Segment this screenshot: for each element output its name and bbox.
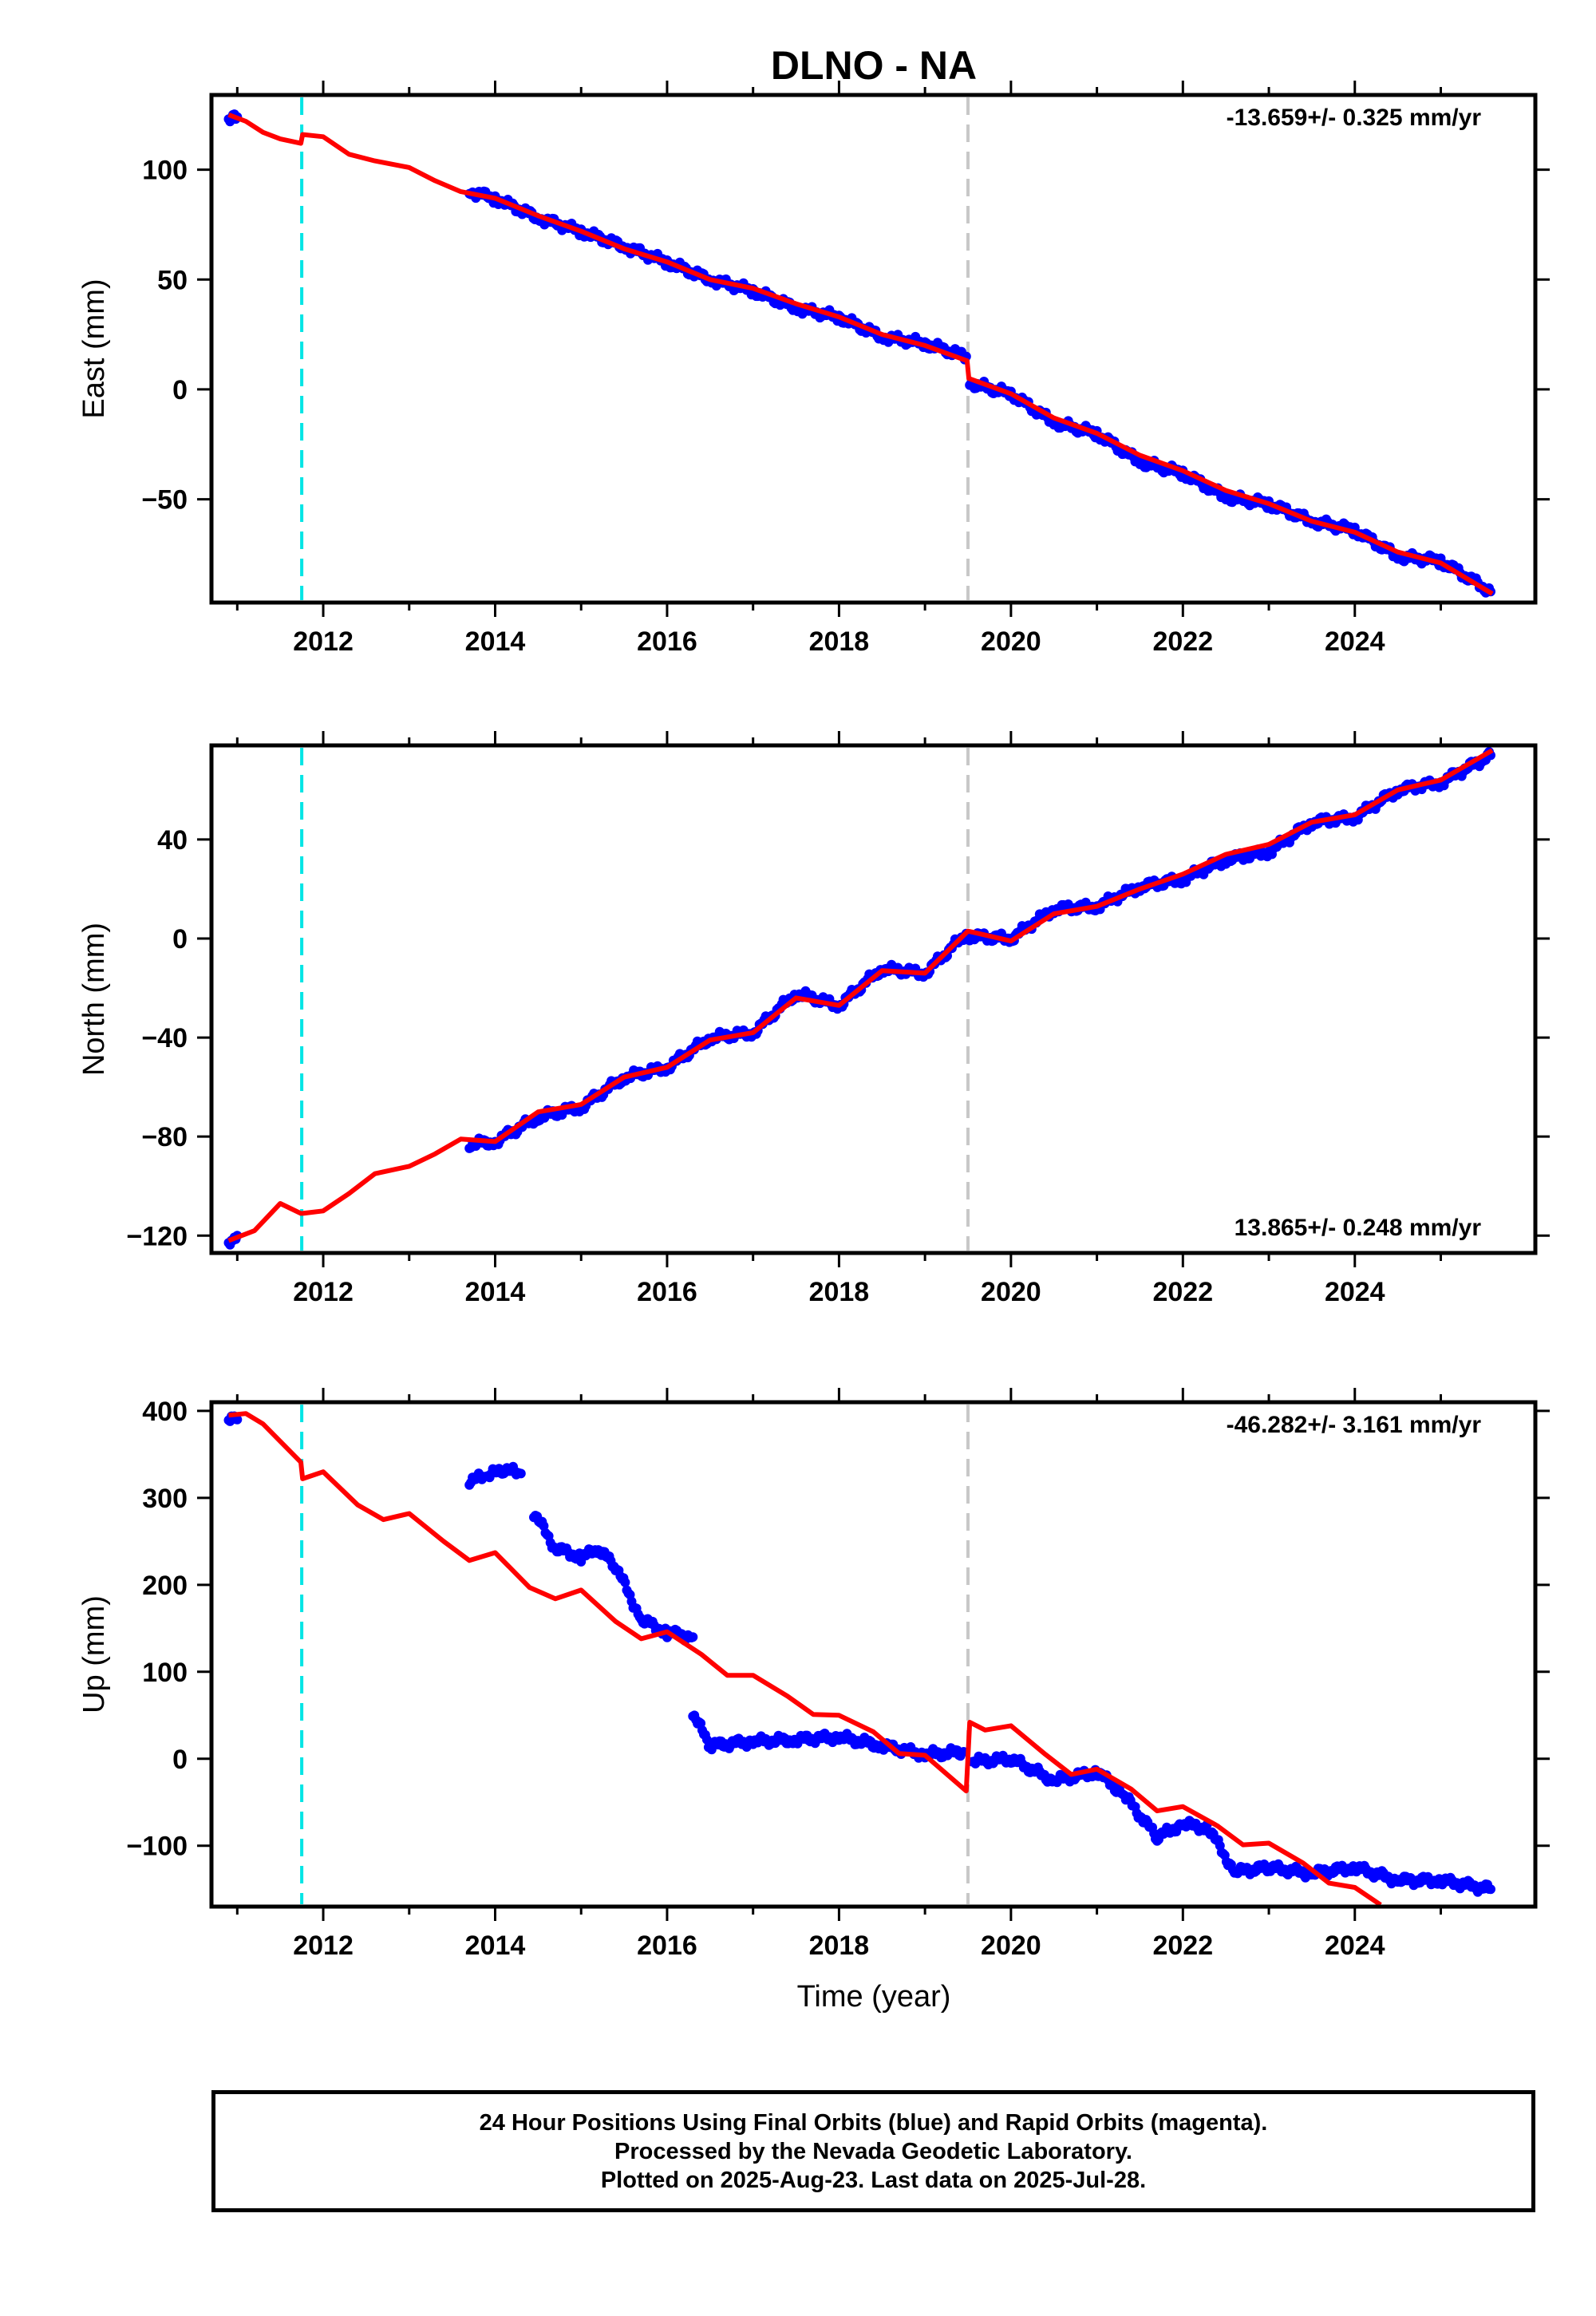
north-panel: 2012 2014 2016 2018 2020 2022 2024 −120 −80 −40 0 4…: [77, 731, 1550, 1307]
north-ytick-label-40: 40: [157, 825, 188, 856]
up-ytick-label-100: 100: [142, 1658, 188, 1688]
footer-line-3: Plotted on 2025-Aug-23. Last data on 202…: [600, 2167, 1147, 2193]
up-data-point-5-end: [1486, 1884, 1495, 1895]
up-ytick-label--100: −100: [126, 1832, 188, 1862]
north-xtick-label-2020: 2020: [981, 1277, 1041, 1307]
north-xtick-label-2018: 2018: [809, 1277, 870, 1307]
up-data-segment-4: [688, 1710, 969, 1763]
east-ytick-label-0: 0: [172, 375, 188, 405]
north-model-curve: [227, 748, 1494, 1243]
up-rate-label: -46.282+/- 3.161 mm/yr: [1227, 1412, 1482, 1438]
north-ytick-label--80: −80: [141, 1122, 188, 1152]
up-xtick-label-2018: 2018: [809, 1931, 870, 1961]
up-y-axis-label: Up (mm): [77, 1595, 111, 1713]
east-frame: [209, 93, 1538, 605]
up-data-segment-3: [529, 1511, 698, 1646]
north-ytick-label-0: 0: [172, 924, 188, 954]
up-ytick-label-0: 0: [172, 1745, 188, 1775]
east-y-axis-label: East (mm): [77, 279, 111, 418]
x-axis-label: Time (year): [797, 1980, 951, 2014]
north-ytick-label--120: −120: [126, 1221, 188, 1251]
north-xtick-label-2014: 2014: [465, 1277, 526, 1307]
up-data-point-3-58: [620, 1577, 630, 1587]
east-model-curve: [227, 112, 1494, 596]
east-ytick-label--50: −50: [141, 485, 188, 516]
up-xtick-label-2014: 2014: [465, 1931, 526, 1961]
up-data-segment-2: [464, 1461, 526, 1490]
east-xtick-label-2012: 2012: [293, 626, 354, 657]
east-xtick-label-2014: 2014: [465, 626, 526, 657]
east-xtick-label-2016: 2016: [637, 626, 697, 657]
up-frame: [209, 1400, 1538, 1909]
north-ytick-label--40: −40: [141, 1023, 188, 1053]
plot-title: DLNO - NA: [771, 43, 977, 88]
footer-line-1: 24 Hour Positions Using Final Orbits (bl…: [479, 2109, 1268, 2136]
footer-box: 24 Hour Positions Using Final Orbits (bl…: [211, 2090, 1535, 2212]
up-panel: 2012 2014 2016 2018 2020 2022 2024 −100 0 100 200 3…: [77, 1388, 1550, 1961]
north-xtick-label-2016: 2016: [637, 1277, 697, 1307]
up-model-curve: [228, 1411, 1382, 1907]
east-ytick-label-100: 100: [142, 156, 188, 186]
up-data-point-4-10: [701, 1734, 712, 1745]
east-xtick-label-2018: 2018: [809, 626, 870, 657]
north-xtick-label-2022: 2022: [1152, 1277, 1213, 1307]
north-frame: [209, 743, 1538, 1255]
east-xtick-label-2020: 2020: [981, 626, 1041, 657]
east-ytick-label-50: 50: [157, 265, 188, 295]
east-data-segment-3: [965, 377, 1495, 598]
east-panel: 2012 2014 2016 2018 2020 2022 2024 −50 0 50 100 Eas…: [77, 81, 1550, 657]
east-rate-label: -13.659+/- 0.325 mm/yr: [1227, 105, 1482, 131]
north-rate-label: 13.865+/- 0.248 mm/yr: [1235, 1215, 1482, 1241]
east-xtick-label-2022: 2022: [1152, 626, 1213, 657]
north-y-axis-label: North (mm): [77, 923, 111, 1076]
north-xtick-label-2012: 2012: [293, 1277, 354, 1307]
footer-line-2: Processed by the Nevada Geodetic Laborat…: [614, 2138, 1132, 2164]
up-data-point-3-end: [688, 1632, 698, 1642]
up-xtick-label-2024: 2024: [1325, 1931, 1385, 1961]
up-data-point-2-end: [516, 1468, 526, 1479]
up-ytick-label-200: 200: [142, 1571, 188, 1601]
up-ytick-label-400: 400: [142, 1397, 188, 1427]
up-xtick-label-2022: 2022: [1152, 1931, 1213, 1961]
up-data-point-1-end: [232, 1414, 243, 1425]
up-xtick-label-2020: 2020: [981, 1931, 1041, 1961]
east-xtick-label-2024: 2024: [1325, 626, 1385, 657]
up-xtick-label-2012: 2012: [293, 1931, 354, 1961]
up-data-segment-5: [967, 1750, 1495, 1897]
up-ytick-label-300: 300: [142, 1484, 188, 1514]
north-xtick-label-2024: 2024: [1325, 1277, 1385, 1307]
up-xtick-label-2016: 2016: [637, 1931, 697, 1961]
